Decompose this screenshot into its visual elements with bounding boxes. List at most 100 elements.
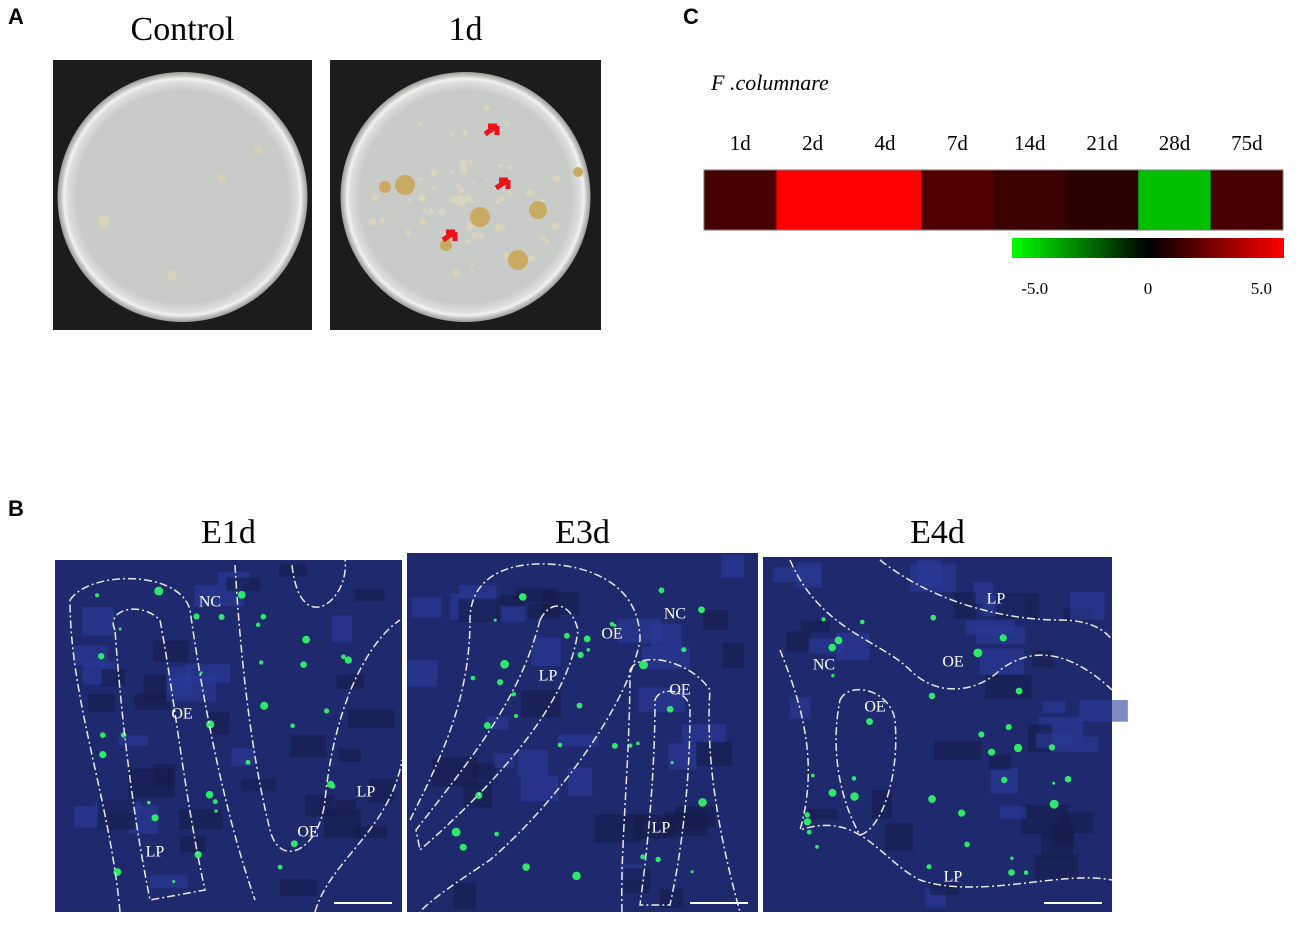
tissue-texture [531, 637, 561, 667]
fluorescent-spot [341, 654, 346, 660]
fluorescent-spot [583, 635, 591, 643]
region-label: OE [297, 824, 318, 841]
colony [485, 179, 489, 183]
column-label: 75d [1231, 131, 1263, 155]
tissue-outline [409, 563, 641, 913]
fluorescent-spot [154, 586, 164, 596]
tissue-texture [472, 763, 496, 780]
fluorescent-spot [205, 790, 214, 799]
tissue-texture [934, 740, 982, 761]
heatmap-cell [1138, 170, 1212, 230]
tissue-texture [979, 648, 1024, 675]
colony [500, 224, 506, 230]
fluorescent-spot [522, 863, 530, 871]
fluorescent-spot [1023, 870, 1029, 875]
heatmap-cell [704, 170, 777, 230]
fluorescent-spot [636, 741, 640, 746]
fluorescent-spot [290, 840, 298, 848]
tissue-texture [1043, 701, 1066, 714]
tissue-texture [702, 609, 729, 631]
tissue-texture [558, 734, 599, 747]
colony [472, 180, 476, 184]
tissue-texture [336, 674, 365, 690]
fluorescent-spot [302, 635, 311, 644]
petri-rim [63, 77, 302, 317]
fluorescent-spot [118, 627, 122, 631]
colony [418, 177, 423, 181]
fluorescent-spot [609, 621, 615, 627]
large-colony [529, 201, 547, 219]
tissue-texture [323, 809, 362, 838]
fluorescent-spot [987, 748, 996, 756]
colony [468, 159, 474, 165]
region-label: NC [813, 657, 835, 674]
colorbar-tick-label: 0 [1144, 279, 1153, 298]
tissue-texture [789, 697, 811, 719]
colony [494, 223, 503, 232]
tissue-texture [1070, 592, 1105, 621]
fluorescent-spot [930, 614, 937, 621]
tissue-texture [353, 589, 385, 602]
colony [430, 169, 438, 177]
tissue-outline [112, 608, 206, 901]
tissue-texture [985, 674, 1032, 700]
fluorescent-spot [859, 619, 865, 625]
heatmap-cell [1210, 170, 1284, 230]
tissue-texture [368, 778, 394, 803]
column-label: 4d [874, 131, 896, 155]
tissue-texture [975, 626, 1026, 644]
column-label: 21d [1086, 131, 1118, 155]
image-title: E4d [910, 514, 965, 551]
image-title: Control [131, 11, 235, 48]
heatmap-cell [848, 170, 922, 230]
fluorescent-spot [964, 841, 970, 848]
colony [98, 216, 110, 228]
tissue-texture [180, 835, 206, 853]
colony [452, 269, 460, 277]
fluorescent-spot [518, 593, 527, 601]
tissue-texture [521, 689, 562, 718]
tissue-outline [415, 605, 579, 852]
fluorescent-spot [513, 714, 518, 719]
large-colony [379, 181, 391, 193]
colony [507, 164, 513, 171]
tissue-texture [231, 748, 256, 767]
fluorescent-spot [999, 634, 1007, 642]
fluorescent-spot [690, 870, 694, 874]
tissue-texture [348, 709, 394, 729]
colony [471, 232, 478, 239]
large-colony [395, 175, 415, 195]
region-label: OE [601, 626, 622, 643]
petri-rim [346, 77, 585, 317]
fluorescent-spot [978, 731, 985, 738]
tissue-texture [517, 749, 548, 777]
region-label: NC [664, 606, 686, 623]
colony [508, 190, 513, 195]
tissue-texture [338, 748, 361, 762]
tissue-texture [871, 790, 893, 819]
colony [478, 233, 485, 239]
fluorescent-spot [851, 776, 857, 781]
large-colony [573, 167, 583, 177]
fluorescent-spot [327, 780, 335, 789]
fluorescent-spot [260, 613, 267, 620]
fluorescent-spot [218, 614, 225, 621]
fluorescent-spot [344, 656, 352, 664]
fluorescent-spot [146, 800, 151, 805]
colony [469, 198, 474, 203]
tissue-texture [1032, 650, 1053, 668]
tissue-outline [779, 649, 1113, 888]
fluorescent-spot [511, 691, 517, 697]
colony [432, 185, 437, 190]
colony [545, 239, 550, 244]
tissue-texture [118, 735, 148, 746]
fluorescent-spot [172, 880, 176, 884]
region-label: LP [944, 869, 963, 886]
column-label: 1d [730, 131, 752, 155]
tissue-texture [1060, 812, 1094, 834]
colony [428, 208, 434, 214]
fluorescent-spot [1010, 856, 1014, 860]
colony [504, 121, 509, 126]
red-arrow [441, 229, 458, 243]
fluorescent-spot [98, 652, 105, 660]
